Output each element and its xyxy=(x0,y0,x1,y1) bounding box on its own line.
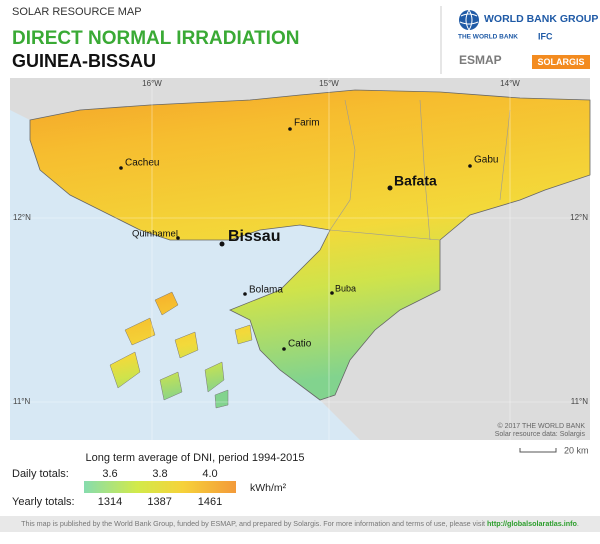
map xyxy=(10,78,591,440)
city-dot xyxy=(387,185,393,191)
islands xyxy=(109,291,253,409)
city-dot xyxy=(243,292,247,296)
city-label: Buba xyxy=(335,283,356,293)
city-dot xyxy=(119,166,123,170)
city-label: Gabu xyxy=(474,155,498,166)
legend-tick-label: 4.0 xyxy=(202,468,217,480)
latitude-label: 12°N xyxy=(13,213,31,222)
longitude-label: 16°W xyxy=(142,79,162,88)
legend-title: Long term average of DNI, period 1994-20… xyxy=(86,452,305,464)
longitude-label: 14°W xyxy=(500,79,520,88)
overlay: 16°W 15°W 14°W 12°N 12°N 11°N 11°N Farim Cacheu G… xyxy=(13,79,588,508)
credit: Solar resource data: Solargis xyxy=(495,431,586,438)
country-name: GUINEA-BISSAU xyxy=(12,51,156,71)
city-label: Catio xyxy=(288,339,312,350)
credit: © 2017 THE WORLD BANK xyxy=(498,422,586,430)
longitude-label: 15°W xyxy=(319,79,339,88)
city-label: Bissau xyxy=(228,228,280,245)
logo-text: SOLARGIS xyxy=(537,57,584,67)
footer-link[interactable]: http://globalsolaratlas.info xyxy=(487,519,577,528)
logo-text: ESMAP xyxy=(459,53,502,67)
region-borders xyxy=(329,99,511,241)
legend-daily-label: Daily totals: xyxy=(12,468,69,480)
logo-text: IFC xyxy=(538,31,553,41)
city-dot xyxy=(176,236,180,240)
graticule xyxy=(10,78,590,440)
wb-globe xyxy=(459,10,479,30)
wb-globe-lines xyxy=(459,9,479,31)
latitude-label: 11°N xyxy=(571,397,589,406)
solargis-badge xyxy=(532,55,590,69)
legend-tick-label: 3.6 xyxy=(102,468,117,480)
footer-end: . xyxy=(577,519,579,528)
city-dot xyxy=(468,164,472,168)
latitude-label: 12°N xyxy=(570,213,588,222)
country xyxy=(29,89,591,401)
footer-band xyxy=(0,516,600,532)
footer-text: This map is published by the World Bank … xyxy=(21,519,487,528)
city-dot xyxy=(282,347,286,351)
city-label: Farim xyxy=(294,118,320,129)
legend-tick-label: 1461 xyxy=(198,496,222,508)
footer: This map is published by the World Bank … xyxy=(21,519,579,528)
legend-unit: kWh/m² xyxy=(250,482,287,494)
logo-text: WORLD BANK GROUP xyxy=(484,13,598,25)
logo-text: THE WORLD BANK xyxy=(458,34,518,41)
map-title: DIRECT NORMAL IRRADIATION xyxy=(12,28,299,49)
legend-tick-label: 3.8 xyxy=(152,468,167,480)
legend-tick-label: 1387 xyxy=(147,496,171,508)
latitude-label: 11°N xyxy=(13,397,31,406)
scale-label: 20 km xyxy=(564,445,589,455)
city-label: Bolama xyxy=(249,285,283,296)
scale-bar xyxy=(519,448,557,453)
city-dot xyxy=(330,291,334,295)
legend-yearly-label: Yearly totals: xyxy=(12,496,75,508)
map-label: SOLAR RESOURCE MAP xyxy=(12,6,142,18)
city-label: Bafata xyxy=(394,173,437,189)
city-label: Cacheu xyxy=(125,158,159,169)
legend-tick-label: 1314 xyxy=(98,496,122,508)
color-bar xyxy=(84,481,236,493)
sea xyxy=(10,110,360,440)
city-dot xyxy=(288,127,292,131)
city-label: Quinhamel xyxy=(132,229,178,240)
city-dot xyxy=(219,241,225,247)
